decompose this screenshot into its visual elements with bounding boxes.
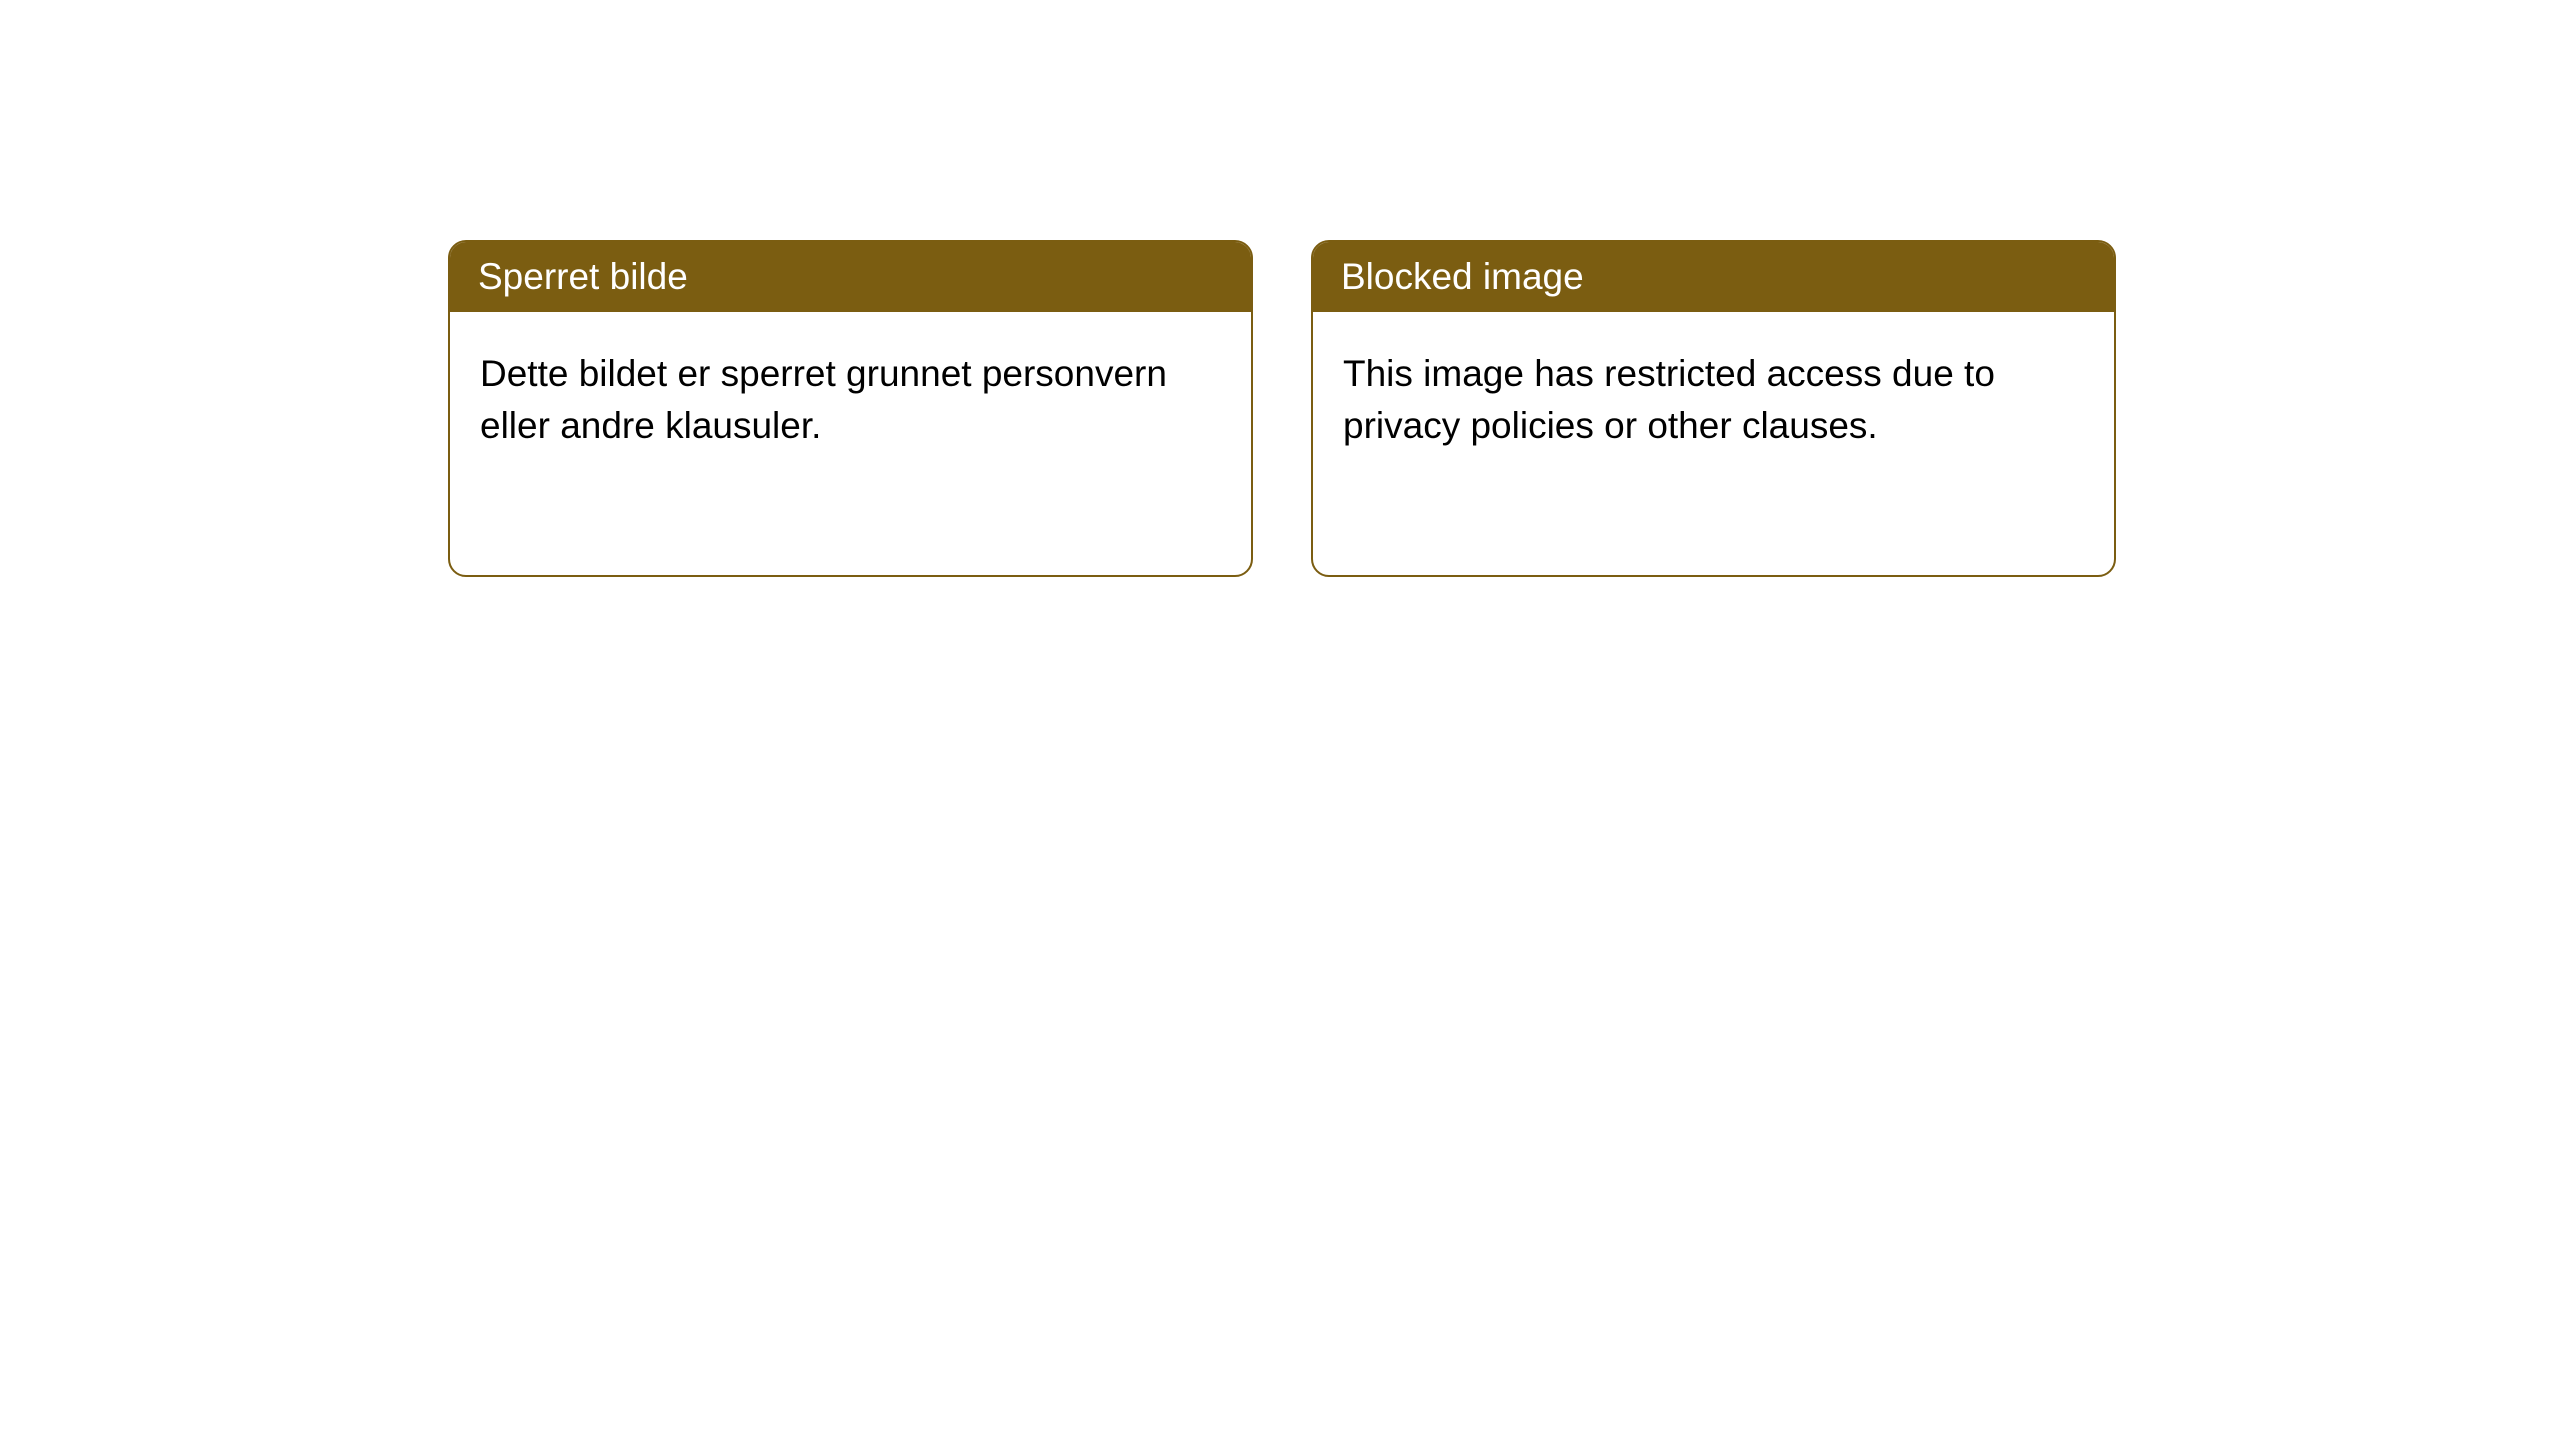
card-title: Blocked image (1341, 256, 1584, 297)
card-header: Blocked image (1313, 242, 2114, 312)
card-body: Dette bildet er sperret grunnet personve… (450, 312, 1251, 488)
card-body: This image has restricted access due to … (1313, 312, 2114, 488)
card-title: Sperret bilde (478, 256, 688, 297)
card-message: This image has restricted access due to … (1343, 353, 1995, 446)
notice-card-english: Blocked image This image has restricted … (1311, 240, 2116, 577)
card-message: Dette bildet er sperret grunnet personve… (480, 353, 1167, 446)
card-header: Sperret bilde (450, 242, 1251, 312)
notice-card-norwegian: Sperret bilde Dette bildet er sperret gr… (448, 240, 1253, 577)
notice-container: Sperret bilde Dette bildet er sperret gr… (448, 240, 2116, 577)
